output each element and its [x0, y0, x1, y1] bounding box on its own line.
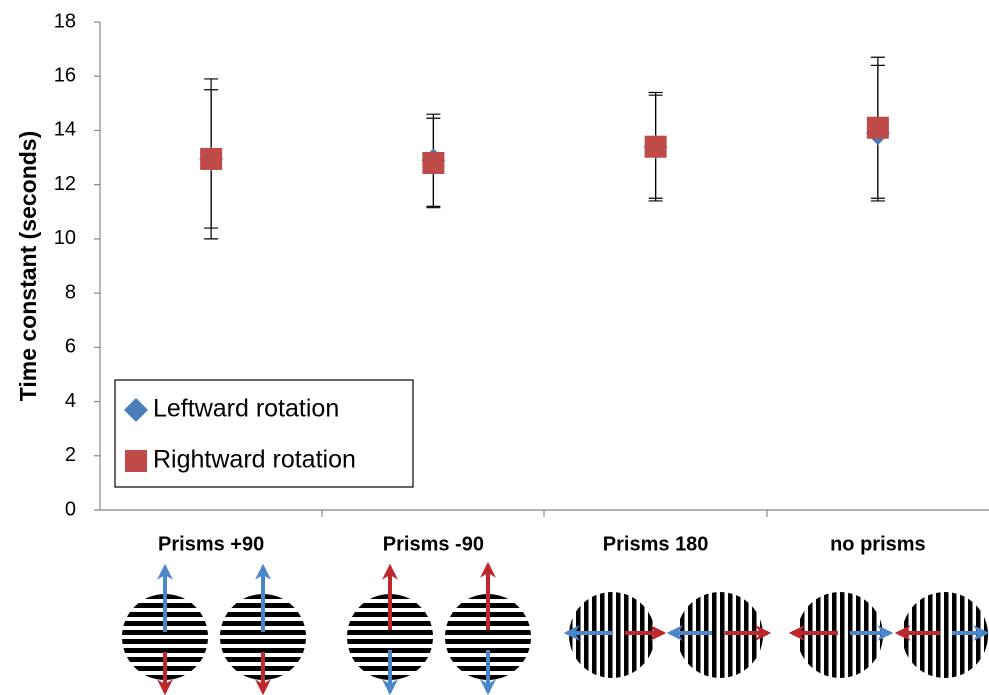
legend-label: Rightward rotation [153, 446, 356, 474]
y-tick-label: 8 [65, 281, 76, 303]
marker [867, 117, 889, 139]
category-dividers [322, 510, 767, 517]
marker [645, 136, 667, 158]
x-tick-label: Prisms 180 [603, 533, 709, 555]
y-tick-label: 18 [54, 10, 76, 32]
grating-horizontal [122, 594, 531, 680]
y-tick-label: 16 [54, 65, 76, 87]
y-tick-label: 4 [65, 390, 76, 412]
y-axis-label: Time constant (seconds) [15, 131, 41, 402]
x-tick-label: Prisms +90 [158, 533, 264, 555]
y-tick-label: 2 [65, 444, 76, 466]
chart: Time constant (seconds) 0 2 4 6 8 10 12 14 16 18 P… [0, 0, 989, 695]
x-tick-label: Prisms -90 [383, 533, 484, 555]
marker [200, 148, 222, 170]
legend-swatch [125, 450, 147, 472]
y-tick-label: 14 [54, 119, 76, 141]
marker [422, 152, 444, 174]
y-tick-label: 0 [65, 498, 76, 520]
stimulus-illustrations [122, 565, 988, 692]
y-tick-label: 6 [65, 336, 76, 358]
y-tick-label: 12 [54, 173, 76, 195]
x-tick-label: no prisms [830, 533, 926, 555]
y-tick-label: 10 [54, 227, 76, 249]
legend-label: Leftward rotation [153, 395, 339, 423]
